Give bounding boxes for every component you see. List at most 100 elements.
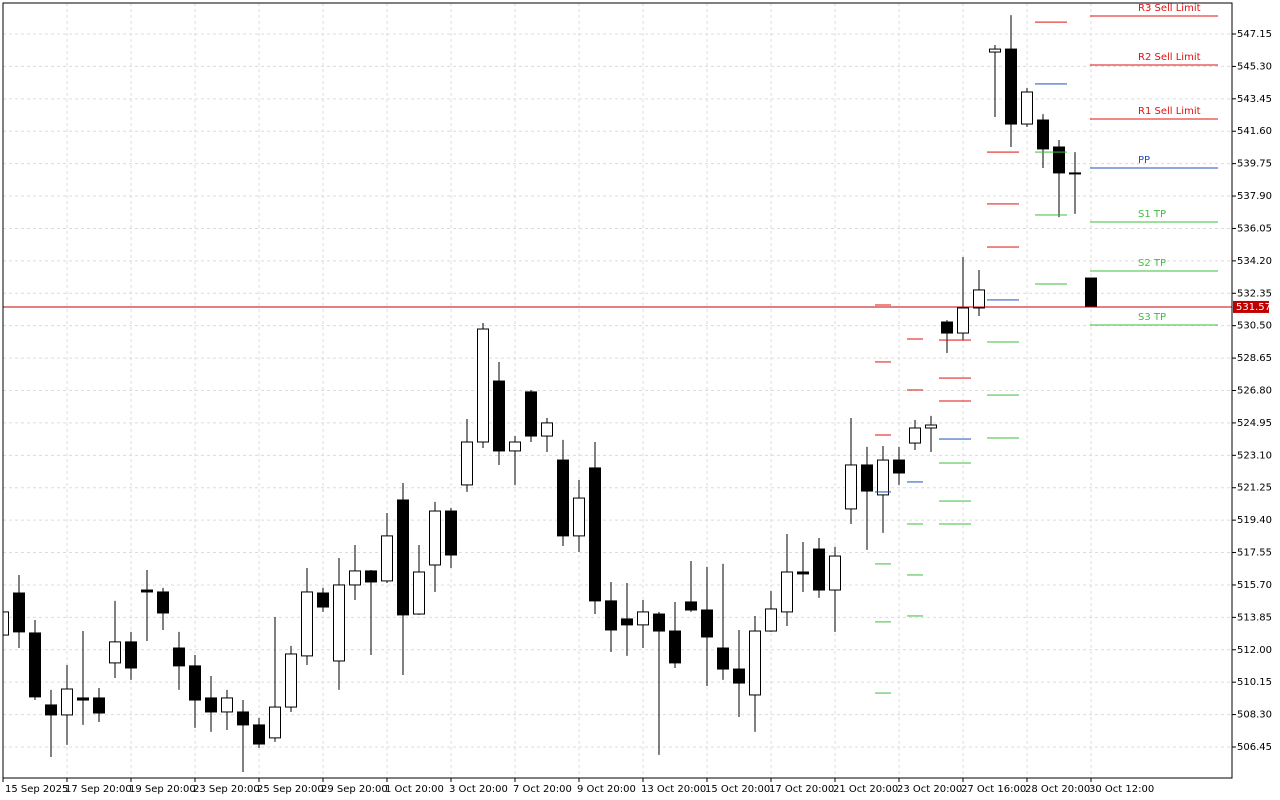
y-tick-label: 528.65 (1237, 353, 1272, 364)
current-price-box (1233, 300, 1269, 313)
y-tick-label: 510.15 (1237, 677, 1272, 688)
candle-body (1053, 146, 1065, 174)
candle-body (301, 591, 313, 657)
candle-body (781, 571, 793, 613)
candle-body (109, 641, 121, 664)
x-tick-label: 1 Oct 20:00 (385, 784, 444, 795)
candle-body (893, 459, 905, 474)
x-tick-label: 28 Oct 20:00 (1025, 784, 1090, 795)
candle-body (589, 467, 601, 602)
candle-body (669, 630, 681, 664)
x-tick-label: 29 Sep 20:00 (321, 784, 388, 795)
candle-body (877, 459, 889, 496)
y-tick-label: 530.50 (1237, 321, 1272, 332)
candle-body (989, 48, 1001, 53)
y-tick-label: 508.30 (1237, 710, 1272, 721)
x-tick-label: 27 Oct 16:00 (961, 784, 1026, 795)
candle-body (765, 608, 777, 632)
candle-body (45, 704, 57, 716)
pivot-label: R2 Sell Limit (1138, 52, 1201, 63)
candle-body (429, 510, 441, 566)
y-tick-label: 532.35 (1237, 288, 1272, 299)
y-tick-label: 523.10 (1237, 450, 1272, 461)
plot-area: R3 Sell Limit R2 Sell Limit R1 Sell Limit P… (3, 3, 1232, 773)
y-tick-label: 524.95 (1237, 418, 1272, 429)
candle-body (605, 600, 617, 631)
y-tick-label: 534.20 (1237, 256, 1272, 267)
axes: 506.45 508.30 510.15 512.00 513.85 515.70 517.… (2, 29, 1272, 795)
candle-body (813, 548, 825, 591)
candle-body (29, 632, 41, 698)
y-tick-label: 515.70 (1237, 580, 1272, 591)
candle-body (1005, 48, 1017, 125)
candle-body (557, 459, 569, 537)
candle-body (637, 611, 649, 626)
candle-body (189, 665, 201, 701)
candle-body (397, 499, 409, 616)
candle-body (541, 422, 553, 437)
candle-body (237, 711, 249, 726)
candle-body (93, 697, 105, 714)
y-tick-label: 545.30 (1237, 61, 1272, 72)
candle-body (1037, 119, 1049, 150)
candle-body (285, 653, 297, 708)
y-tick-label: 539.75 (1237, 159, 1272, 170)
candle-body (525, 391, 537, 437)
candle-body (845, 464, 857, 510)
y-tick-label: 519.40 (1237, 515, 1272, 526)
candle-body (365, 570, 377, 583)
candle-body (749, 630, 761, 696)
candle-body (461, 441, 473, 486)
candle-body (1069, 172, 1081, 175)
candle-body (861, 464, 873, 492)
x-tick-label: 23 Sep 20:00 (193, 784, 260, 795)
candle-body (973, 289, 985, 309)
candle-body (685, 601, 697, 611)
y-tick-label: 547.15 (1237, 29, 1272, 40)
plot-frame (2, 2, 1233, 779)
candle-body (509, 441, 521, 452)
candle-body (1021, 91, 1033, 125)
candle-body (717, 647, 729, 670)
candle-body (925, 424, 937, 429)
candle-body (957, 307, 969, 334)
candle-body (333, 584, 345, 662)
candle-body (317, 592, 329, 608)
candle-body (445, 510, 457, 556)
x-tick-label: 9 Oct 20:00 (577, 784, 636, 795)
y-tick-label: 526.80 (1237, 386, 1272, 397)
candle-body (13, 592, 25, 633)
pivot-label: S3 TP (1138, 312, 1166, 323)
candle-body (493, 380, 505, 452)
y-tick-label: 517.55 (1237, 548, 1272, 559)
candle-body (701, 609, 713, 638)
x-tick-label: 17 Oct 20:00 (769, 784, 834, 795)
candle-body (573, 497, 585, 537)
current-price-label: 531.57 (1236, 302, 1271, 313)
candle-body (477, 328, 489, 443)
x-tick-label: 30 Oct 12:00 (1089, 784, 1154, 795)
candle-body (157, 591, 169, 614)
pivot-label: PP (1138, 155, 1150, 166)
candle-body (253, 724, 265, 745)
y-tick-label: 506.45 (1237, 742, 1272, 753)
x-tick-label: 13 Oct 20:00 (641, 784, 706, 795)
candle-body (621, 618, 633, 626)
candle-body (733, 668, 745, 684)
candle-body (269, 706, 281, 739)
candle-body (413, 571, 425, 615)
candle-body (653, 613, 665, 632)
x-tick-label: 15 Oct 20:00 (705, 784, 770, 795)
candle-body (941, 321, 953, 334)
y-tick-label: 536.05 (1237, 223, 1272, 234)
grid (2, 3, 1232, 778)
candle-body (205, 697, 217, 713)
candle-body (173, 647, 185, 667)
x-tick-label: 23 Oct 20:00 (897, 784, 962, 795)
candle-body (221, 697, 233, 713)
candle-body (3, 611, 9, 636)
candle-body (77, 697, 89, 701)
candle-body (829, 555, 841, 591)
y-tick-label: 541.60 (1237, 126, 1272, 137)
